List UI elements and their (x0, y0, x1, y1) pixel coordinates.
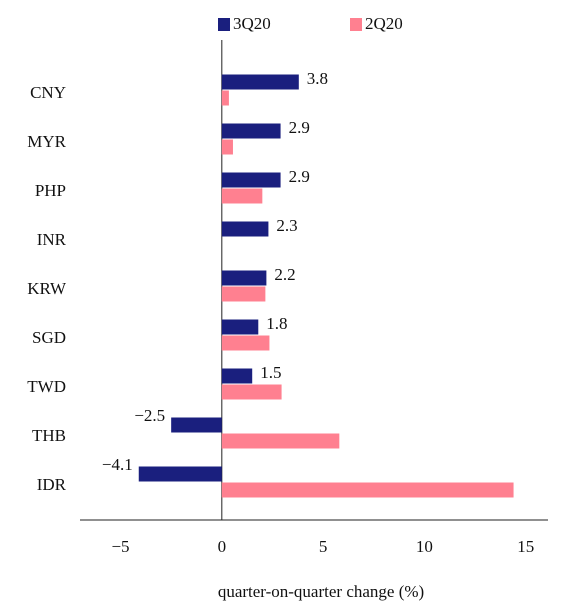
bar (221, 368, 253, 384)
bar (221, 90, 229, 106)
y-tick-label: CNY (30, 83, 66, 102)
y-tick-label: IDR (37, 475, 67, 494)
x-tick-label: 5 (319, 537, 328, 556)
legend-swatch (350, 18, 362, 31)
x-axis-label: quarter-on-quarter change (%) (218, 582, 424, 601)
y-tick-label: THB (32, 426, 66, 445)
bar (221, 482, 514, 498)
bar (221, 188, 263, 204)
y-tick-label: INR (37, 230, 67, 249)
value-label: 2.2 (274, 265, 295, 284)
bar (221, 74, 299, 90)
legend-label: 3Q20 (233, 14, 271, 33)
x-tick-label: 15 (517, 537, 534, 556)
bar (221, 319, 259, 335)
bar (221, 221, 269, 237)
bar (221, 433, 340, 449)
legend-swatch (218, 18, 230, 31)
value-label: −4.1 (102, 455, 133, 474)
y-tick-label: KRW (27, 279, 67, 298)
bar (221, 172, 281, 188)
value-label: 2.3 (276, 216, 297, 235)
value-label: 1.5 (260, 363, 281, 382)
y-tick-label: TWD (27, 377, 66, 396)
x-tick-label: 10 (416, 537, 433, 556)
bar (221, 335, 270, 351)
y-tick-label: MYR (27, 132, 66, 151)
bar (138, 466, 222, 482)
bar (221, 139, 233, 155)
value-label: 2.9 (289, 167, 310, 186)
bar (221, 286, 266, 302)
bar (171, 417, 222, 433)
value-label: −2.5 (134, 406, 165, 425)
x-tick-label: 0 (218, 537, 227, 556)
bar (221, 123, 281, 139)
y-tick-label: SGD (32, 328, 66, 347)
value-label: 1.8 (266, 314, 287, 333)
bar (221, 384, 282, 400)
legend-label: 2Q20 (365, 14, 403, 33)
bar (221, 270, 267, 286)
value-label: 2.9 (289, 118, 310, 137)
y-tick-label: PHP (35, 181, 66, 200)
value-label: 3.8 (307, 69, 328, 88)
x-tick-label: −5 (111, 537, 129, 556)
